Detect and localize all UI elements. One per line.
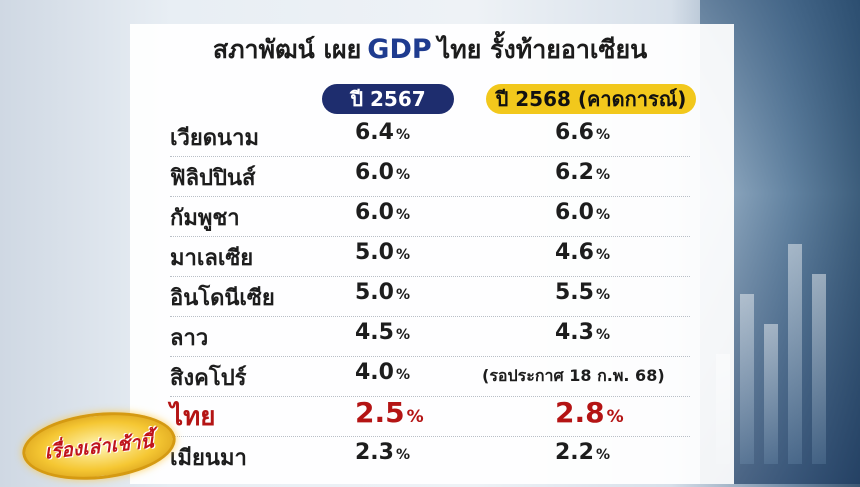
value-2567: 6.0% xyxy=(355,200,411,225)
headline-prefix: สภาพัฒน์ เผย xyxy=(212,35,362,64)
table-row: ลาว 4.5% 4.3% xyxy=(170,316,690,357)
headline-gdp: GDP xyxy=(367,34,432,65)
value-2567: 4.5% xyxy=(355,320,411,345)
country-name: เมียนมา xyxy=(170,446,247,471)
country-name: สิงคโปร์ xyxy=(170,366,247,391)
value-2568: 4.3% xyxy=(555,320,611,345)
country-name: กัมพูชา xyxy=(170,206,240,231)
header-2567: ปี 2567 xyxy=(322,84,454,114)
table-row-thailand: ไทย 2.5% 2.8% xyxy=(170,396,690,437)
table-row: สิงคโปร์ 4.0% (รอประกาศ 18 ก.พ. 68) xyxy=(170,356,690,397)
background-bar xyxy=(812,274,826,464)
background-bars xyxy=(716,204,846,464)
background-bar xyxy=(764,324,778,464)
value-2567: 2.3% xyxy=(355,440,411,465)
value-2568: 6.6% xyxy=(555,120,611,145)
headline: สภาพัฒน์ เผย GDP ไทย รั้งท้ายอาเซียน xyxy=(0,30,860,70)
table-row: เวียดนาม 6.4% 6.6% xyxy=(170,116,690,157)
value-2567: 6.4% xyxy=(355,120,411,145)
value-2568: 6.2% xyxy=(555,160,611,185)
country-name: ลาว xyxy=(170,326,209,351)
value-2567: 6.0% xyxy=(355,160,411,185)
table-row: มาเลเซีย 5.0% 4.6% xyxy=(170,236,690,277)
country-name: อินโดนีเซีย xyxy=(170,286,275,311)
country-name: ฟิลิปปินส์ xyxy=(170,166,256,191)
country-name: ไทย xyxy=(170,402,216,432)
value-2567: 5.0% xyxy=(355,240,411,265)
country-name: มาเลเซีย xyxy=(170,246,254,271)
program-logo-text: เรื่องเล่าเช้านี้ xyxy=(43,430,155,464)
background-bar xyxy=(740,294,754,464)
value-2568: 5.5% xyxy=(555,280,611,305)
country-name: เวียดนาม xyxy=(170,126,259,151)
table-row: กัมพูชา 6.0% 6.0% xyxy=(170,196,690,237)
value-2568: 4.6% xyxy=(555,240,611,265)
table-row: อินโดนีเซีย 5.0% 5.5% xyxy=(170,276,690,317)
value-2568-pending-note: (รอประกาศ 18 ก.พ. 68) xyxy=(482,366,665,385)
table-row: ฟิลิปปินส์ 6.0% 6.2% xyxy=(170,156,690,197)
value-2567: 5.0% xyxy=(355,280,411,305)
value-2568: 2.2% xyxy=(555,440,611,465)
header-2568-forecast: ปี 2568 (คาดการณ์) xyxy=(486,84,696,114)
value-2567: 2.5% xyxy=(355,396,424,429)
value-2568: 2.8% xyxy=(555,396,624,429)
value-2567: 4.0% xyxy=(355,360,411,385)
background-bar xyxy=(788,244,802,464)
value-2568: 6.0% xyxy=(555,200,611,225)
headline-suffix: ไทย รั้งท้ายอาเซียน xyxy=(437,35,648,64)
table-row: เมียนมา 2.3% 2.2% xyxy=(170,436,690,476)
